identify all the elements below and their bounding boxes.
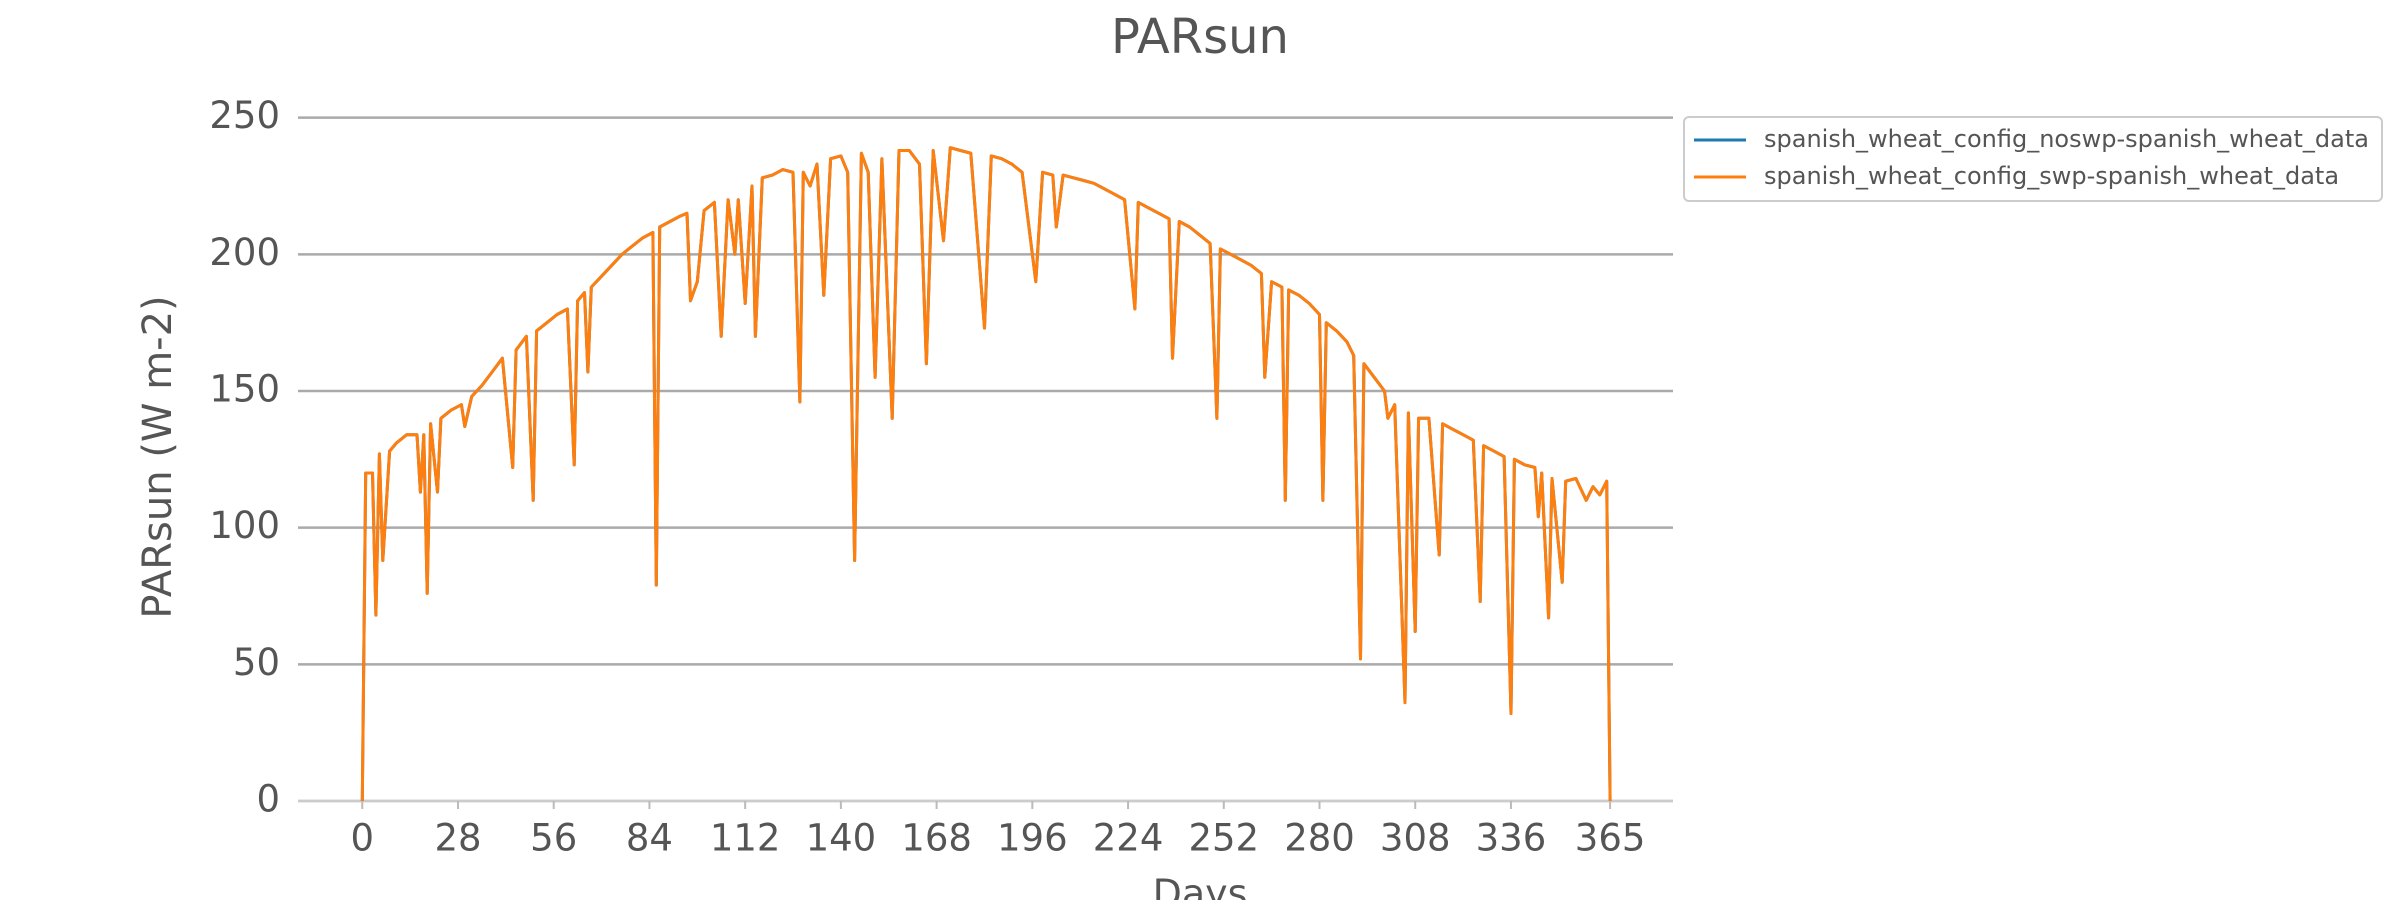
x-tick-label: 252 — [1188, 817, 1259, 860]
x-tick-label: 308 — [1380, 817, 1451, 860]
x-tick-label: 28 — [434, 817, 481, 860]
y-tick-label: 50 — [233, 641, 280, 684]
legend-label: spanish_wheat_config_noswp-spanish_wheat… — [1764, 125, 2369, 153]
x-tick-label: 140 — [806, 817, 877, 860]
data-line — [360, 146, 1612, 802]
x-tick-label: 224 — [1093, 817, 1164, 860]
x-tick-label: 0 — [350, 817, 374, 860]
x-tick-label: 56 — [530, 817, 577, 860]
y-tick-label: 150 — [209, 368, 280, 411]
legend-label: spanish_wheat_config_swp-spanish_wheat_d… — [1764, 162, 2339, 190]
x-tick-label: 84 — [626, 817, 673, 860]
x-tick-label: 196 — [997, 817, 1068, 860]
y-tick-label: 200 — [209, 231, 280, 274]
y-axis-label: PARsun (W m-2) — [135, 295, 181, 618]
x-tick-label: 280 — [1284, 817, 1355, 860]
x-axis-label: Days — [1153, 872, 1248, 900]
y-tick-label: 250 — [209, 94, 280, 137]
x-tick-label: 365 — [1575, 817, 1646, 860]
x-tick-label: 112 — [710, 817, 781, 860]
x-tick-label: 336 — [1476, 817, 1547, 860]
data-line — [360, 146, 1612, 802]
y-tick-label: 0 — [256, 778, 280, 821]
legend-box — [1683, 116, 2383, 202]
x-tick-label: 168 — [901, 817, 972, 860]
y-tick-label: 100 — [209, 504, 280, 547]
chart-title: PARsun — [1111, 9, 1289, 65]
